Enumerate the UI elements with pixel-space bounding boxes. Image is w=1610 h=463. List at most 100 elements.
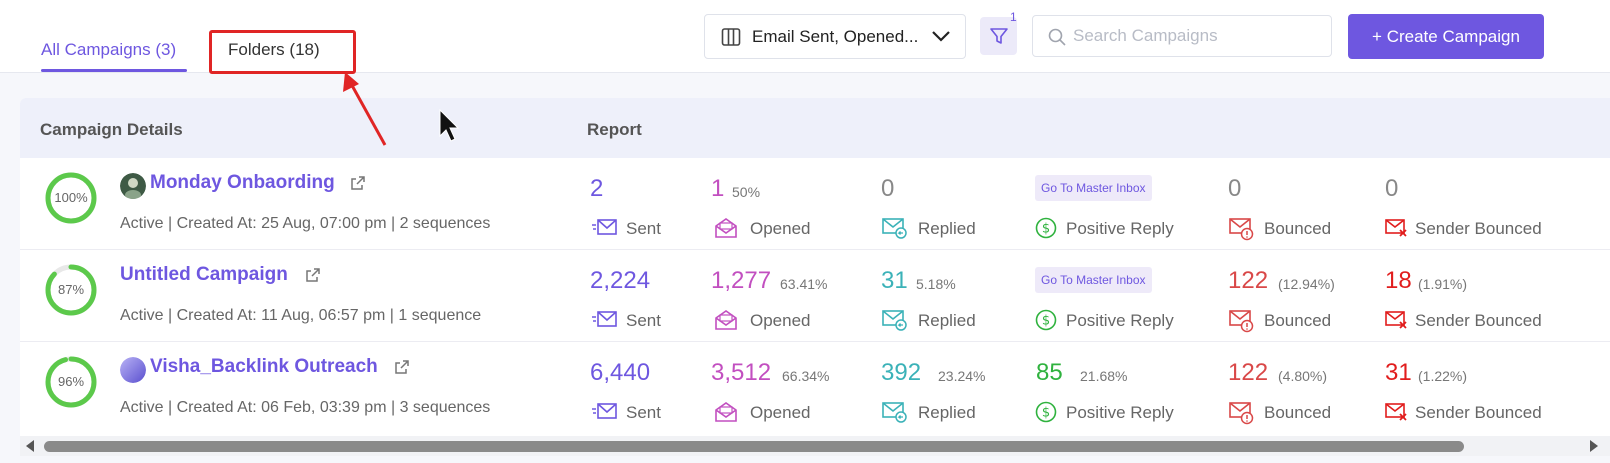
replied-percent: 5.18%	[916, 276, 956, 292]
dollar-circle-icon: $	[1035, 217, 1057, 244]
progress-ring	[45, 356, 97, 408]
search-icon	[1048, 28, 1066, 46]
svg-text:$: $	[1042, 406, 1050, 421]
campaign-name-link[interactable]: Visha_Backlink Outreach	[150, 356, 378, 377]
columns-dropdown[interactable]: Email Sent, Opened...	[704, 14, 966, 59]
create-campaign-button[interactable]: + Create Campaign	[1348, 14, 1544, 59]
scroll-left-arrow-icon[interactable]	[26, 440, 34, 452]
opened-count: 1,277	[711, 267, 772, 294]
campaigns-table: Campaign Details Report 100% Monday Onba…	[20, 98, 1610, 456]
bounced-count: 122	[1228, 359, 1269, 386]
bounced-label: Bounced	[1264, 311, 1332, 330]
folders-tab-highlight-box	[209, 30, 356, 74]
dollar-circle-icon: $	[1035, 401, 1057, 428]
sender-bounced-mail-icon	[1385, 401, 1409, 428]
replied-mail-icon	[882, 217, 908, 244]
bounced-mail-icon	[1229, 401, 1255, 430]
bounced-count: 0	[1228, 175, 1242, 202]
progress-ring	[45, 264, 97, 316]
campaign-meta: Active | Created At: 25 Aug, 07:00 pm | …	[120, 215, 491, 232]
sender-bounced-mail-icon	[1385, 217, 1409, 244]
progress-ring	[45, 172, 97, 224]
top-bar: All Campaigns (3) Folders (18) Email Sen…	[0, 0, 1610, 74]
table-row: 96% Visha_Backlink Outreach Active | Cre…	[20, 342, 1610, 434]
sender-bounced-count: 0	[1385, 175, 1399, 202]
avatar	[120, 357, 146, 383]
external-link-icon[interactable]	[350, 175, 366, 196]
sent-count: 2	[590, 175, 604, 202]
opened-percent: 66.34%	[782, 368, 830, 384]
bounced-label: Bounced	[1264, 403, 1332, 422]
replied-mail-icon	[882, 401, 908, 428]
sender-bounced-label: Sender Bounced	[1415, 311, 1542, 330]
opened-percent: 63.41%	[780, 276, 828, 292]
svg-text:$: $	[1042, 222, 1050, 237]
sent-mail-icon	[592, 217, 618, 242]
filter-icon	[990, 28, 1008, 44]
sender-bounced-label: Sender Bounced	[1415, 403, 1542, 422]
table-header: Campaign Details Report	[20, 98, 1610, 158]
sent-count: 2,224	[590, 267, 651, 294]
header-report: Report	[587, 120, 642, 139]
campaign-name-link[interactable]: Monday Onbaording	[150, 172, 335, 193]
tab-all-campaigns[interactable]: All Campaigns (3)	[41, 40, 177, 59]
opened-percent: 50%	[732, 184, 761, 200]
positive-reply-percent: 21.68%	[1080, 368, 1128, 384]
svg-text:$: $	[1042, 314, 1050, 329]
bounced-mail-icon	[1229, 309, 1255, 338]
external-link-icon[interactable]	[394, 359, 410, 380]
scroll-right-arrow-icon[interactable]	[1590, 440, 1598, 452]
replied-label: Replied	[918, 311, 976, 330]
sent-mail-icon	[592, 309, 618, 334]
master-inbox-button[interactable]: Go To Master Inbox	[1035, 175, 1152, 201]
sender-bounced-mail-icon	[1385, 309, 1409, 336]
campaign-name-link[interactable]: Untitled Campaign	[120, 264, 288, 285]
external-link-icon[interactable]	[305, 267, 321, 288]
bounced-mail-icon	[1229, 217, 1255, 246]
sender-bounced-percent: (1.91%)	[1418, 276, 1468, 292]
table-row: 100% Monday Onbaording Active | Created …	[20, 158, 1610, 250]
positive-reply-label: Positive Reply	[1066, 311, 1174, 330]
active-tab-underline	[41, 69, 187, 72]
replied-count: 0	[881, 175, 895, 202]
bounced-percent: (12.94%)	[1278, 276, 1335, 292]
replied-label: Replied	[918, 219, 976, 238]
chevron-down-icon	[931, 29, 951, 48]
filter-count-badge: 1	[1010, 10, 1017, 24]
progress-percent: 100%	[54, 190, 88, 205]
campaign-meta: Active | Created At: 11 Aug, 06:57 pm | …	[120, 307, 482, 324]
progress-percent: 96%	[57, 374, 85, 389]
sent-mail-icon	[592, 401, 618, 426]
bounced-count: 122	[1228, 267, 1269, 294]
replied-count: 392	[881, 359, 922, 386]
bounced-percent: (4.80%)	[1278, 368, 1328, 384]
opened-count: 3,512	[711, 359, 772, 386]
campaign-meta: Active | Created At: 06 Feb, 03:39 pm | …	[120, 399, 491, 416]
replied-label: Replied	[918, 403, 976, 422]
sent-label: Sent	[626, 219, 661, 238]
positive-reply-label: Positive Reply	[1066, 219, 1174, 238]
replied-mail-icon	[882, 309, 908, 336]
search-input[interactable]	[1073, 23, 1323, 49]
replied-percent: 23.24%	[938, 368, 986, 384]
filter-button[interactable]	[980, 17, 1017, 55]
header-campaign-details: Campaign Details	[40, 120, 183, 139]
opened-label: Opened	[750, 403, 811, 422]
opened-label: Opened	[750, 219, 811, 238]
tab-folders[interactable]: Folders (18)	[228, 40, 320, 59]
columns-icon	[721, 27, 741, 52]
sender-bounced-count: 18	[1385, 267, 1412, 294]
master-inbox-button[interactable]: Go To Master Inbox	[1035, 267, 1152, 293]
scrollbar-thumb[interactable]	[44, 441, 1464, 452]
opened-mail-icon	[714, 217, 738, 244]
positive-reply-count: 85	[1036, 359, 1063, 386]
table-row: 87% Untitled Campaign Active | Created A…	[20, 250, 1610, 342]
search-box[interactable]	[1032, 15, 1332, 57]
opened-mail-icon	[714, 401, 738, 428]
columns-dropdown-label: Email Sent, Opened...	[752, 27, 919, 46]
bounced-label: Bounced	[1264, 219, 1332, 238]
avatar	[120, 173, 146, 199]
dollar-circle-icon: $	[1035, 309, 1057, 336]
replied-count: 31	[881, 267, 908, 294]
horizontal-scrollbar[interactable]	[20, 436, 1610, 456]
